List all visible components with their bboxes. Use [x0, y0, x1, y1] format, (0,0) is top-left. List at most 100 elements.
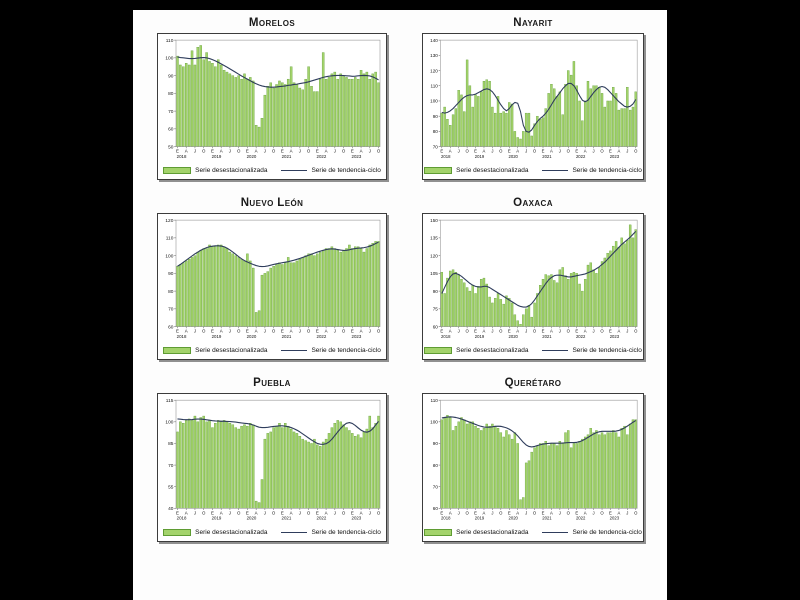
- svg-text:A: A: [290, 329, 293, 334]
- svg-text:E: E: [176, 510, 179, 515]
- chart-plot-puebla: 40 55 70 85 100 115 E 2018 A J O E 2019 A J O E 2020 A J O E 2…: [159, 395, 385, 526]
- svg-text:2020: 2020: [508, 516, 518, 521]
- chart-panel-oaxaca: 60 75 90 105 120 135 150 E 2018 A J O E 2019 A J O E 2020 A…: [422, 213, 644, 360]
- chart-plot-nuevo-leon: 60 70 80 90 100 110 120 E 2018 A J O E 2019 A J O E 2020 A J…: [159, 215, 385, 344]
- svg-text:J: J: [525, 329, 527, 334]
- svg-text:O: O: [342, 149, 346, 154]
- svg-text:E: E: [440, 149, 443, 154]
- svg-text:60: 60: [168, 127, 174, 133]
- svg-text:J: J: [369, 149, 371, 154]
- svg-text:E: E: [211, 149, 214, 154]
- svg-text:J: J: [491, 149, 493, 154]
- svg-text:55: 55: [168, 484, 174, 490]
- svg-text:2018: 2018: [177, 334, 187, 339]
- svg-text:J: J: [299, 329, 301, 334]
- svg-text:A: A: [360, 510, 363, 515]
- svg-text:90: 90: [433, 441, 438, 447]
- svg-text:E: E: [316, 149, 319, 154]
- svg-text:E: E: [609, 510, 612, 515]
- svg-text:2019: 2019: [475, 154, 485, 159]
- svg-text:A: A: [584, 149, 587, 154]
- svg-text:E: E: [440, 329, 443, 334]
- svg-text:E: E: [281, 329, 284, 334]
- svg-text:E: E: [246, 329, 249, 334]
- svg-text:J: J: [593, 149, 595, 154]
- chart-plot-morelos: 50 60 70 80 90 100 110 E 2018 A J O E 2019 A J O E 2020 A J O…: [159, 35, 385, 164]
- svg-text:J: J: [559, 510, 561, 515]
- legend-bar-label: Serie desestacionalizada: [195, 167, 268, 174]
- svg-text:O: O: [465, 149, 469, 154]
- svg-text:O: O: [342, 510, 346, 515]
- svg-text:A: A: [185, 329, 188, 334]
- svg-text:75: 75: [433, 306, 438, 312]
- svg-text:O: O: [567, 149, 571, 154]
- svg-text:E: E: [281, 149, 284, 154]
- svg-text:2022: 2022: [317, 516, 327, 521]
- legend-bar-label: Serie desestacionalizada: [456, 347, 529, 354]
- svg-text:O: O: [377, 510, 381, 515]
- svg-text:J: J: [194, 149, 196, 154]
- chart-legend: Serie desestacionalizada Serie de tenden…: [423, 344, 643, 357]
- svg-text:J: J: [458, 149, 460, 154]
- svg-text:A: A: [255, 329, 258, 334]
- chart-legend: Serie desestacionalizada Serie de tenden…: [158, 344, 386, 357]
- svg-text:100: 100: [165, 253, 173, 259]
- chart-title-morelos: Morelos: [248, 17, 296, 29]
- svg-text:O: O: [634, 510, 638, 515]
- svg-text:J: J: [593, 329, 595, 334]
- svg-text:J: J: [264, 149, 266, 154]
- line-swatch-icon: [281, 350, 308, 351]
- svg-text:2022: 2022: [576, 154, 586, 159]
- svg-text:110: 110: [166, 38, 174, 44]
- svg-text:J: J: [334, 510, 336, 515]
- chart-plot-nayarit: 70 80 90 100 110 120 130 140 E 2018 A J O E 2019 A J O E 20…: [424, 35, 642, 164]
- svg-text:A: A: [325, 149, 328, 154]
- svg-text:A: A: [220, 329, 223, 334]
- svg-text:E: E: [316, 329, 319, 334]
- svg-text:2021: 2021: [282, 154, 292, 159]
- chart-panel-queretaro: 60 70 80 90 100 110 E 2018 A J O E 2019 A J O E 2020 A J O E 2…: [422, 393, 644, 542]
- svg-text:O: O: [499, 329, 503, 334]
- svg-text:90: 90: [168, 73, 174, 79]
- svg-text:E: E: [474, 149, 477, 154]
- svg-text:J: J: [194, 329, 196, 334]
- svg-text:J: J: [264, 329, 266, 334]
- svg-text:2022: 2022: [317, 334, 327, 339]
- svg-text:E: E: [351, 329, 354, 334]
- svg-text:135: 135: [430, 235, 438, 241]
- svg-text:O: O: [499, 149, 503, 154]
- svg-text:90: 90: [168, 271, 174, 277]
- svg-text:J: J: [194, 510, 196, 515]
- svg-text:110: 110: [431, 398, 439, 404]
- svg-text:80: 80: [433, 463, 438, 469]
- svg-text:O: O: [272, 149, 276, 154]
- svg-text:E: E: [542, 149, 545, 154]
- svg-text:A: A: [185, 149, 188, 154]
- svg-text:J: J: [559, 329, 561, 334]
- svg-text:A: A: [550, 149, 553, 154]
- svg-text:O: O: [307, 329, 311, 334]
- svg-text:O: O: [567, 329, 571, 334]
- svg-text:50: 50: [168, 144, 174, 150]
- svg-text:A: A: [483, 329, 486, 334]
- svg-text:E: E: [440, 510, 443, 515]
- svg-text:A: A: [449, 329, 452, 334]
- svg-text:O: O: [237, 149, 241, 154]
- svg-text:J: J: [525, 149, 527, 154]
- chart-legend: Serie desestacionalizada Serie de tenden…: [158, 164, 386, 177]
- svg-text:60: 60: [433, 506, 438, 512]
- legend-bar-label: Serie desestacionalizada: [456, 167, 529, 174]
- legend-entry-bars: Serie desestacionalizada: [163, 529, 267, 536]
- svg-text:A: A: [516, 149, 519, 154]
- report-page: Morelos 50 60 70 80 90 100 110 E 2018 A J O E 2019 A J O…: [133, 10, 667, 600]
- svg-text:O: O: [533, 329, 537, 334]
- svg-text:A: A: [449, 510, 452, 515]
- svg-text:A: A: [255, 149, 258, 154]
- svg-text:O: O: [465, 510, 469, 515]
- bar-swatch-icon: [163, 167, 192, 174]
- svg-text:120: 120: [430, 253, 438, 259]
- svg-text:100: 100: [430, 419, 438, 425]
- svg-text:70: 70: [168, 307, 174, 313]
- svg-text:O: O: [202, 149, 206, 154]
- svg-text:2020: 2020: [247, 334, 257, 339]
